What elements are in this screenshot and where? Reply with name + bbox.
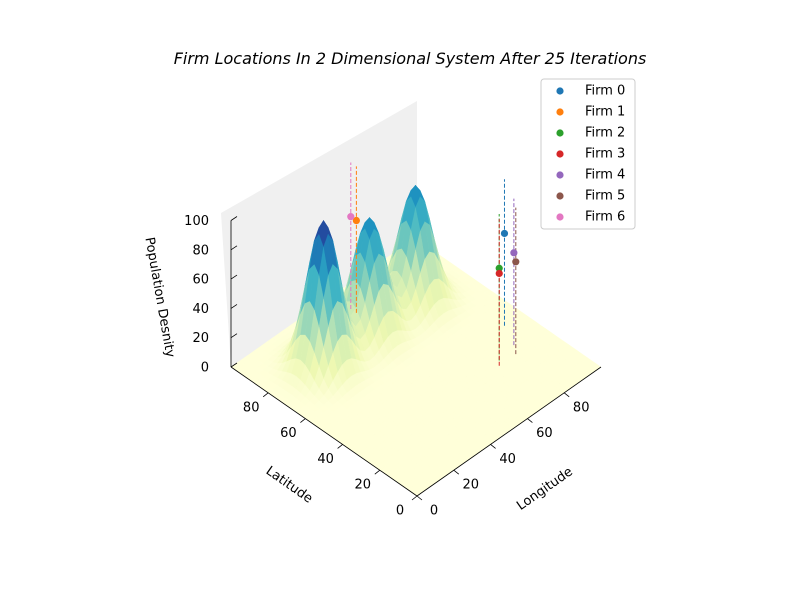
z-tick — [230, 216, 238, 221]
chart-title: Firm Locations In 2 Dimensional System A… — [174, 49, 647, 68]
legend-label: Firm 3 — [585, 147, 625, 162]
z-tick-label: 100 — [184, 214, 209, 229]
legend: Firm 0 Firm 1 Firm 2 Firm 3 Firm 4 Firm 5 Firm… — [540, 78, 636, 230]
y-tick-label: 60 — [280, 426, 297, 441]
z-tick-label: 80 — [192, 243, 209, 258]
z-tick-label: 60 — [192, 273, 209, 288]
y-tick — [262, 392, 269, 398]
z-tick-label: 40 — [192, 302, 209, 317]
legend-label: Firm 4 — [585, 168, 625, 183]
y-tick — [374, 469, 381, 475]
x-tick-label: 20 — [463, 478, 480, 493]
firm-point — [495, 264, 503, 272]
x-tick-label: 0 — [430, 504, 438, 519]
legend-marker — [556, 171, 564, 179]
firm-point — [510, 249, 518, 257]
x-tick-label: 40 — [499, 452, 516, 467]
legend-marker — [556, 150, 564, 158]
y-tick-label: 20 — [355, 478, 372, 493]
legend-label: Firm 5 — [585, 189, 625, 204]
y-tick-label: 80 — [243, 400, 260, 415]
z-axis-label: Population Desnity — [141, 236, 177, 359]
x-axis-label: Longitude — [514, 464, 576, 513]
z-tick — [230, 333, 238, 339]
firm-point — [352, 216, 360, 225]
firm-point — [500, 229, 509, 238]
legend-label: Firm 1 — [585, 105, 625, 120]
legend-marker — [556, 213, 564, 221]
y-tick — [300, 418, 306, 423]
legend-box — [540, 78, 636, 230]
y-tick-label: 40 — [317, 452, 334, 467]
z-tick — [230, 304, 238, 309]
firm-points — [347, 213, 520, 278]
x-tick — [490, 444, 496, 449]
x-tick-label: 80 — [573, 400, 590, 415]
axes: 0 20 40 60 80 0 20 40 60 80 0 20 40 60 80 100 — [184, 214, 602, 519]
x-axis-line — [416, 366, 602, 497]
legend-label: Firm 6 — [585, 210, 625, 225]
legend-marker — [556, 87, 564, 95]
z-tick — [230, 245, 238, 251]
z-tick-label: 20 — [192, 331, 209, 346]
legend-marker — [556, 192, 564, 200]
x-tick — [563, 392, 570, 398]
x-tick-label: 60 — [536, 426, 553, 441]
firm-point — [495, 269, 503, 278]
legend-label: Firm 0 — [585, 84, 625, 99]
legend-label: Firm 2 — [585, 126, 625, 141]
x-tick — [453, 469, 460, 475]
legend-marker — [556, 108, 564, 116]
y-tick — [337, 444, 343, 449]
firm-stems — [350, 162, 517, 366]
z-tick — [230, 362, 238, 368]
y-tick-label: 0 — [396, 504, 404, 519]
population-surface — [230, 184, 602, 497]
z-tick-label: 0 — [201, 361, 209, 376]
x-tick — [416, 495, 423, 501]
z-tick — [230, 274, 238, 280]
firm-point — [347, 213, 355, 221]
y-axis-line — [230, 366, 418, 497]
x-tick — [527, 418, 533, 423]
y-tick — [411, 495, 418, 501]
y-axis-label: Latitude — [263, 464, 315, 507]
legend-marker — [556, 129, 564, 137]
firm-point — [512, 258, 520, 266]
